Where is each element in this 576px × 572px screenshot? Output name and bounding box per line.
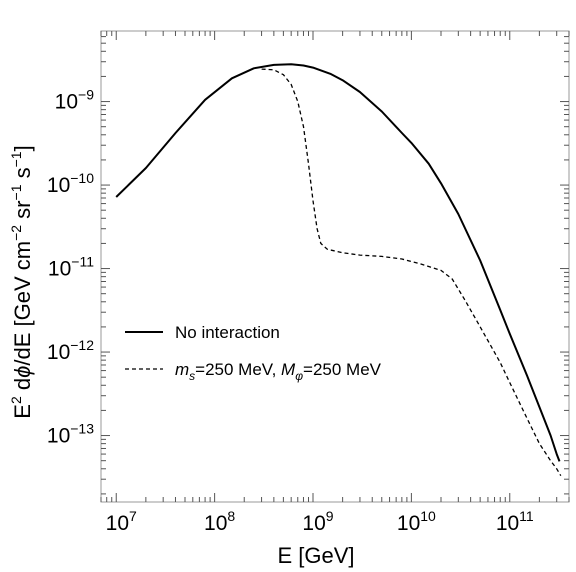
x-tick-label: 107 (106, 508, 137, 535)
x-tick-label: 1010 (397, 508, 436, 535)
legend: No interaction ms=250 MeV, Mφ=250 MeV (125, 323, 382, 383)
y-tick-label: 10−13 (47, 421, 94, 448)
plot-frame (100, 30, 570, 503)
x-tick-label: 108 (204, 508, 235, 535)
x-tick-label: 1011 (496, 508, 534, 535)
x-tick-label: 109 (302, 508, 333, 535)
x-tick-labels: 107 108 109 1010 1011 (106, 508, 534, 535)
y-tick-labels: 10−9 10−10 10−11 10−12 10−13 (47, 87, 94, 448)
y-tick-label: 10−9 (55, 87, 95, 114)
y-tick-label: 10−12 (47, 337, 94, 364)
series-layer (115, 63, 562, 477)
series-line-interaction (261, 68, 562, 477)
series-line-no-interaction (115, 63, 561, 462)
ticks-layer (100, 31, 570, 502)
y-tick-label: 10−10 (47, 170, 94, 197)
legend-label-interaction: ms=250 MeV, Mφ=250 MeV (175, 360, 382, 383)
y-tick-label: 10−11 (48, 254, 94, 281)
x-axis-label: E [GeV] (277, 543, 354, 568)
legend-label-no-interaction: No interaction (175, 323, 280, 342)
y-axis-label: E2 dϕ/dE [GeV cm−2 sr−1 s−1] (8, 145, 35, 418)
